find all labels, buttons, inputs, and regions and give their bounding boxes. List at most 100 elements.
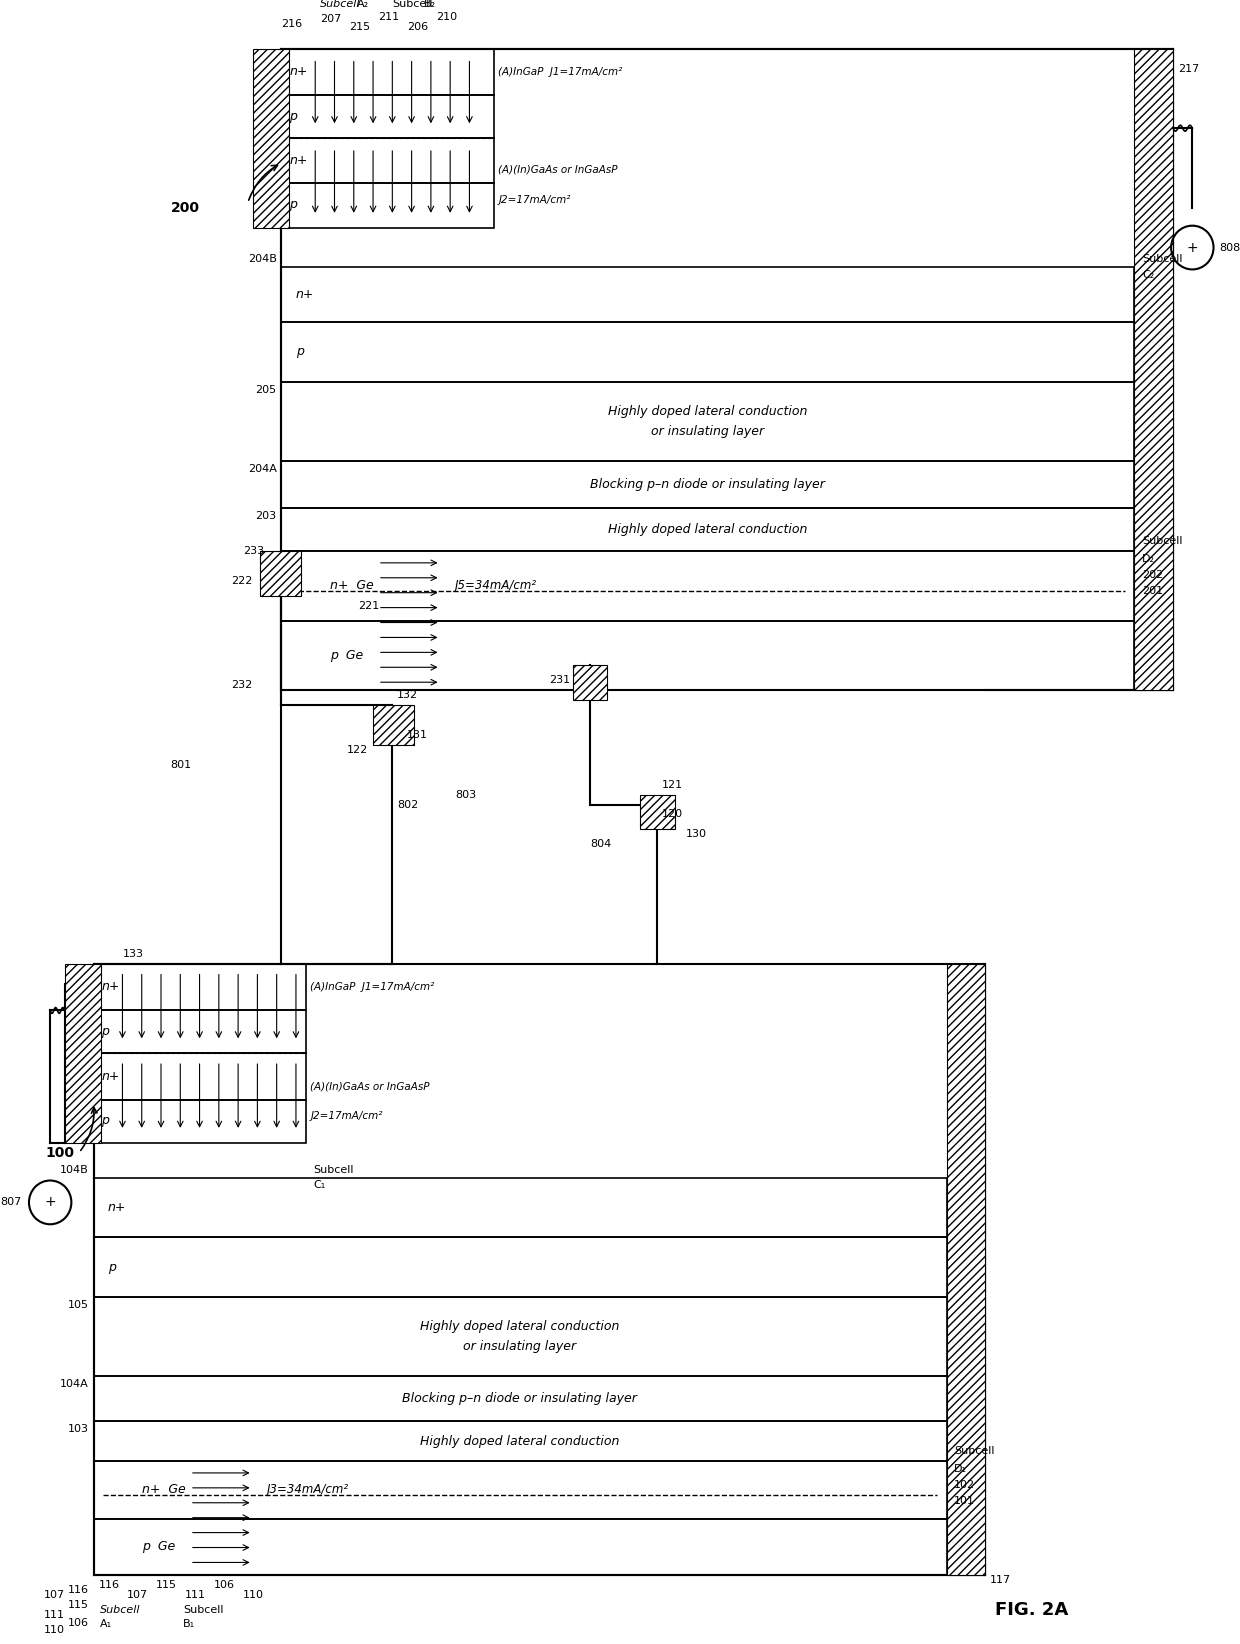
Text: B₂: B₂ (424, 0, 436, 8)
Bar (1135, 49, 1173, 690)
Text: 116: 116 (98, 1580, 119, 1590)
Bar (93, 1238, 946, 1297)
Bar (281, 138, 494, 182)
Bar (281, 381, 1135, 462)
Bar (93, 963, 305, 1011)
Text: C₁: C₁ (314, 1180, 326, 1190)
Text: 107: 107 (128, 1590, 149, 1600)
Text: Subcell: Subcell (320, 0, 361, 8)
Text: 232: 232 (232, 681, 253, 690)
Text: 200: 200 (171, 201, 200, 215)
Text: Highly doped lateral conduction: Highly doped lateral conduction (420, 1320, 619, 1333)
Text: Highly doped lateral conduction: Highly doped lateral conduction (420, 1435, 619, 1448)
Text: n+: n+ (296, 288, 314, 301)
Bar (281, 49, 494, 95)
Text: 103: 103 (68, 1424, 89, 1434)
Text: 233: 233 (243, 546, 264, 556)
Text: J5=34mA/cm²: J5=34mA/cm² (455, 579, 537, 592)
Bar (281, 508, 1135, 551)
Bar (260, 551, 301, 595)
Text: 206: 206 (407, 21, 428, 31)
Text: 111: 111 (185, 1590, 206, 1600)
Bar (93, 1519, 946, 1575)
Text: FIG. 2A: FIG. 2A (994, 1601, 1068, 1619)
Bar (93, 1011, 305, 1054)
Text: (A)InGaP  J1=17mA/cm²: (A)InGaP J1=17mA/cm² (310, 981, 435, 991)
Text: 205: 205 (255, 385, 277, 395)
Bar (281, 551, 1135, 620)
Text: Highly doped lateral conduction: Highly doped lateral conduction (608, 404, 807, 418)
Text: 221: 221 (358, 600, 379, 610)
Text: p: p (102, 1115, 109, 1128)
Text: or insulating layer: or insulating layer (463, 1340, 577, 1353)
Bar (93, 1054, 305, 1100)
Text: 106: 106 (215, 1580, 236, 1590)
Text: 105: 105 (68, 1300, 89, 1310)
Text: 201: 201 (1142, 585, 1163, 595)
Text: Subcell: Subcell (392, 0, 433, 8)
Bar (281, 462, 1135, 508)
Bar (253, 49, 289, 227)
Text: 107: 107 (43, 1590, 64, 1600)
Text: 104B: 104B (60, 1164, 89, 1174)
Text: p: p (289, 199, 298, 212)
Text: Subcell: Subcell (1142, 255, 1183, 265)
Text: 802: 802 (397, 799, 418, 809)
Text: n+: n+ (102, 980, 119, 993)
Text: Blocking p–n diode or insulating layer: Blocking p–n diode or insulating layer (590, 478, 825, 492)
Text: 202: 202 (1142, 570, 1163, 580)
Bar (373, 705, 413, 745)
Bar (93, 1177, 946, 1238)
Text: D₂: D₂ (1142, 554, 1156, 564)
Text: 803: 803 (455, 789, 476, 799)
Bar (93, 1297, 946, 1376)
Text: 104A: 104A (60, 1379, 89, 1389)
Text: p: p (289, 110, 298, 123)
Text: n+  Ge: n+ Ge (141, 1483, 186, 1496)
Bar (93, 1100, 305, 1143)
Text: p: p (296, 345, 304, 358)
Text: 117: 117 (990, 1575, 1011, 1585)
Text: D₁: D₁ (955, 1463, 967, 1475)
Text: J2=17mA/cm²: J2=17mA/cm² (310, 1111, 383, 1121)
Bar (281, 322, 1135, 381)
Text: J3=34mA/cm²: J3=34mA/cm² (267, 1483, 350, 1496)
Text: 110: 110 (243, 1590, 264, 1600)
Text: J2=17mA/cm²: J2=17mA/cm² (498, 196, 570, 206)
Bar (281, 268, 1135, 322)
Text: n+: n+ (289, 153, 308, 166)
Text: A₂: A₂ (357, 0, 368, 8)
Text: 808: 808 (1219, 243, 1240, 253)
Text: Subcell: Subcell (100, 1605, 141, 1614)
Text: p  Ge: p Ge (141, 1540, 175, 1554)
Text: n+: n+ (102, 1070, 119, 1082)
Text: 115: 115 (156, 1580, 177, 1590)
Text: 807: 807 (0, 1197, 21, 1207)
Text: p: p (102, 1024, 109, 1037)
Text: 222: 222 (231, 575, 253, 585)
Text: +: + (45, 1195, 56, 1210)
Text: 132: 132 (397, 690, 418, 700)
Text: 100: 100 (46, 1146, 74, 1159)
Text: 217: 217 (1178, 64, 1199, 74)
Text: 131: 131 (407, 730, 428, 740)
Text: 101: 101 (955, 1496, 975, 1506)
Text: 231: 231 (549, 676, 570, 686)
Bar (93, 1462, 946, 1519)
Bar (281, 95, 494, 138)
Text: 804: 804 (590, 840, 611, 850)
Text: (A)InGaP  J1=17mA/cm²: (A)InGaP J1=17mA/cm² (498, 66, 622, 77)
Text: 133: 133 (123, 949, 144, 958)
Text: 204A: 204A (248, 464, 277, 475)
Text: 116: 116 (68, 1585, 89, 1595)
Text: Blocking p–n diode or insulating layer: Blocking p–n diode or insulating layer (402, 1392, 637, 1406)
Text: 130: 130 (686, 829, 707, 840)
Text: C₂: C₂ (1142, 270, 1154, 281)
Text: Subcell: Subcell (1142, 536, 1183, 546)
Text: 210: 210 (435, 12, 456, 21)
Bar (281, 182, 494, 227)
Text: 216: 216 (281, 18, 303, 28)
Text: 115: 115 (68, 1600, 89, 1609)
Bar (281, 49, 1173, 690)
Text: Subcell: Subcell (314, 1164, 353, 1174)
